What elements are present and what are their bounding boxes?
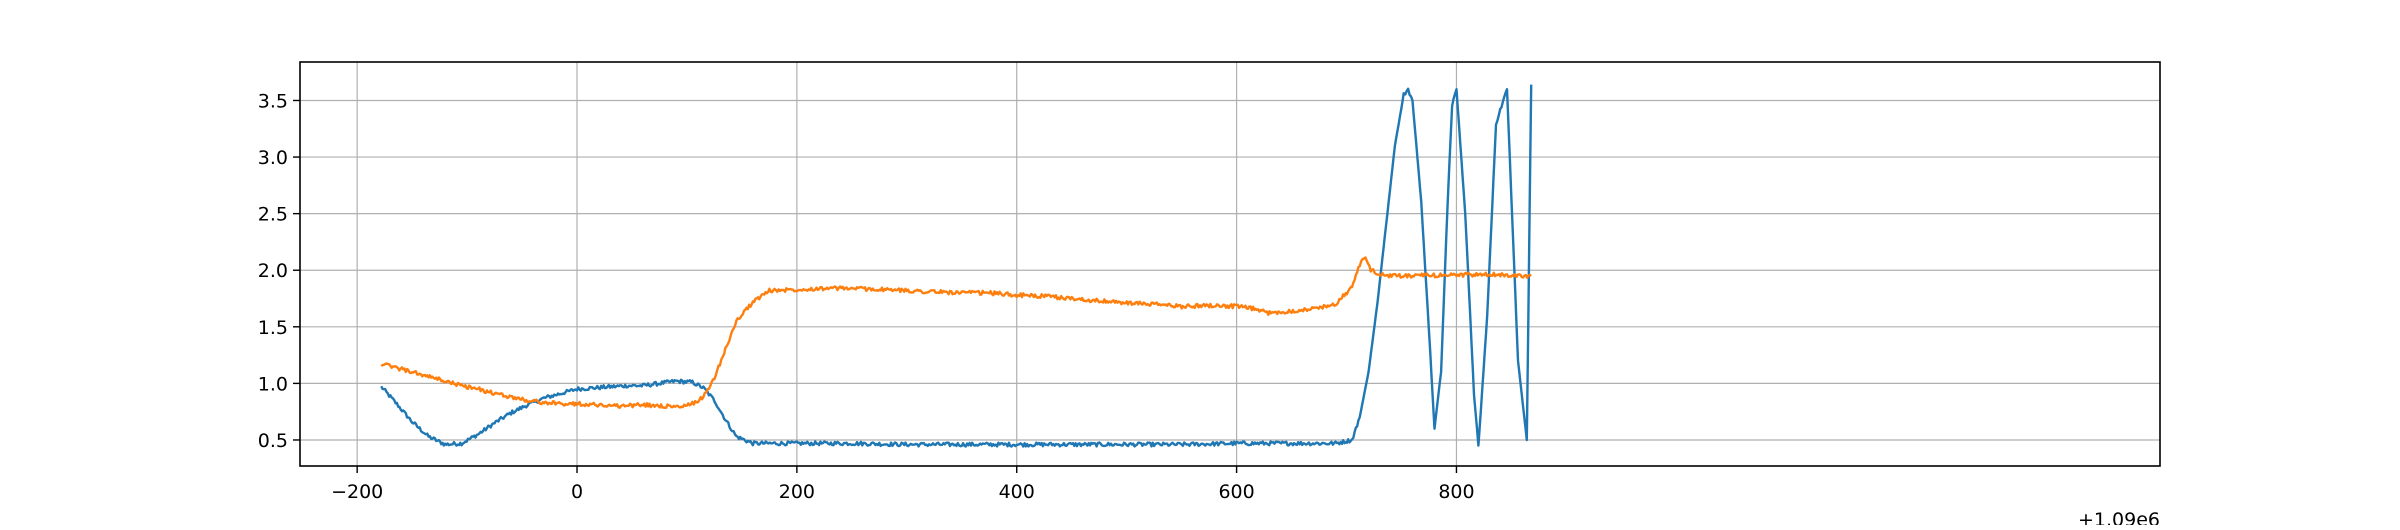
y-tick-label: 1.5 <box>258 317 288 339</box>
x-tick-label: 200 <box>779 481 815 503</box>
y-tick-label: 3.5 <box>258 90 288 112</box>
x-tick-label: 400 <box>999 481 1035 503</box>
y-tick-label: 0.5 <box>258 430 288 452</box>
grid-layer <box>300 62 2160 466</box>
series-layer <box>380 84 1533 448</box>
x-tick-label: −200 <box>331 481 383 503</box>
x-tick-label: 800 <box>1438 481 1474 503</box>
y-tick-label: 2.0 <box>258 260 288 282</box>
x-tick-label: 600 <box>1218 481 1254 503</box>
y-tick-label: 3.0 <box>258 147 288 169</box>
series-line-1 <box>380 84 1533 448</box>
series-line-2 <box>380 256 1532 410</box>
x-offset-label: +1.09e6 <box>2078 509 2160 525</box>
x-tick-label: 0 <box>571 481 583 503</box>
tick-layer: −200 0 200 400 600 800 0.5 1.0 1.5 2.0 2.5 3.0 3.5 <box>258 90 1475 503</box>
plot-frame <box>299 61 2161 467</box>
y-tick-label: 1.0 <box>258 373 288 395</box>
y-tick-label: 2.5 <box>258 204 288 226</box>
